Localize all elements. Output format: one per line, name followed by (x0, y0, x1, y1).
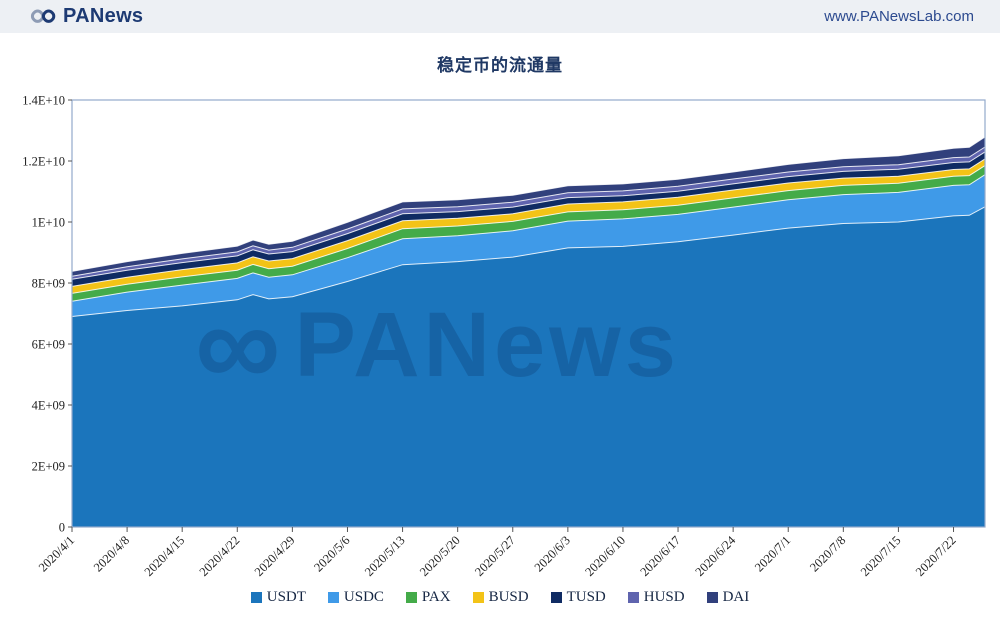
legend-item-busd[interactable]: BUSD (472, 589, 529, 606)
x-tick-label: 2020/6/17 (637, 533, 683, 579)
area-husd (72, 147, 985, 280)
legend-swatch-pax (405, 592, 417, 603)
area-busd (72, 158, 985, 294)
stacked-area-chart: 0 2E+09 4E+09 6E+09 8E+09 1E+10 1.2E+10 1.4E+10… (22, 94, 986, 579)
legend-label: TUSD (566, 589, 606, 605)
legend-label: USDT (266, 589, 306, 605)
x-tick-label: 2020/7/15 (858, 533, 904, 579)
area-pax (72, 165, 985, 302)
infinity-logo-icon (30, 9, 56, 23)
legend-item-usdt[interactable]: USDT (250, 589, 306, 606)
x-tick-label: 2020/5/20 (417, 533, 463, 579)
x-tick-label: 2020/4/1 (36, 533, 77, 574)
x-tick-label: 2020/5/6 (311, 533, 352, 574)
band-separator (71, 158, 986, 287)
legend-item-pax[interactable]: PAX (405, 589, 451, 606)
legend-swatch-usdc (327, 592, 339, 603)
x-tick-label: 2020/6/10 (582, 533, 628, 579)
x-tick-label: 2020/4/29 (252, 533, 298, 579)
y-tick-label: 1E+10 (32, 216, 65, 230)
y-tick-label: 6E+09 (32, 338, 65, 352)
area-usdc (72, 174, 985, 317)
y-tick-label: 4E+09 (32, 399, 65, 413)
panews-logo[interactable]: PANews (30, 5, 143, 28)
legend-swatch-busd (472, 592, 484, 603)
area-dai (72, 136, 985, 277)
band-separator (71, 151, 986, 280)
legend-label: DAI (722, 589, 750, 605)
y-tick-label: 0 (59, 521, 65, 535)
legend-label: PAX (421, 589, 451, 605)
x-tick-label: 2020/4/15 (142, 533, 188, 579)
band-separator (71, 136, 986, 272)
band-separator (71, 174, 986, 302)
area-tusd (72, 151, 985, 287)
x-tick-label: 2020/7/1 (752, 533, 793, 574)
legend-item-husd[interactable]: HUSD (627, 589, 685, 606)
chart-legend: USDT USDC PAX BUSD TUSD HUSD DAI (0, 589, 1000, 606)
legend-label: BUSD (488, 589, 529, 605)
x-tick-label: 2020/6/3 (532, 533, 573, 574)
y-tick-label: 8E+09 (32, 277, 65, 291)
legend-item-tusd[interactable]: TUSD (550, 589, 606, 606)
band-separator (71, 146, 986, 277)
x-tick-label: 2020/4/22 (197, 533, 243, 579)
x-tick-label: 2020/6/24 (693, 533, 739, 579)
legend-label: USDC (343, 589, 384, 605)
legend-item-usdc[interactable]: USDC (327, 589, 384, 606)
header: PANews www.PANewsLab.com (0, 0, 1000, 33)
area-usdt (72, 206, 985, 528)
x-tick-label: 2020/4/8 (91, 533, 132, 574)
plot-border (71, 99, 986, 528)
legend-swatch-husd (627, 592, 639, 603)
y-tick-label: 2E+09 (32, 460, 65, 474)
x-tick-label: 2020/7/22 (913, 533, 959, 579)
chart-area: 0 2E+09 4E+09 6E+09 8E+09 1E+10 1.2E+10 1.4E+10… (0, 33, 1000, 626)
band-separator (71, 165, 986, 294)
band-separator (71, 206, 986, 317)
brand-name: PANews (63, 5, 144, 27)
legend-label: HUSD (643, 589, 685, 605)
x-tick-label: 2020/5/13 (362, 533, 408, 579)
legend-item-dai[interactable]: DAI (706, 589, 750, 606)
y-tick-label: 1.4E+10 (22, 94, 65, 108)
x-tick-label: 2020/7/8 (807, 533, 848, 574)
legend-swatch-tusd (550, 592, 562, 603)
legend-swatch-dai (706, 592, 718, 603)
y-tick-label: 1.2E+10 (22, 155, 65, 169)
page-title: 稳定币的流通量 (437, 56, 563, 75)
x-tick-label: 2020/5/27 (472, 533, 518, 579)
legend-swatch-usdt (250, 592, 262, 603)
site-url-link[interactable]: www.PANewsLab.com (824, 8, 974, 25)
